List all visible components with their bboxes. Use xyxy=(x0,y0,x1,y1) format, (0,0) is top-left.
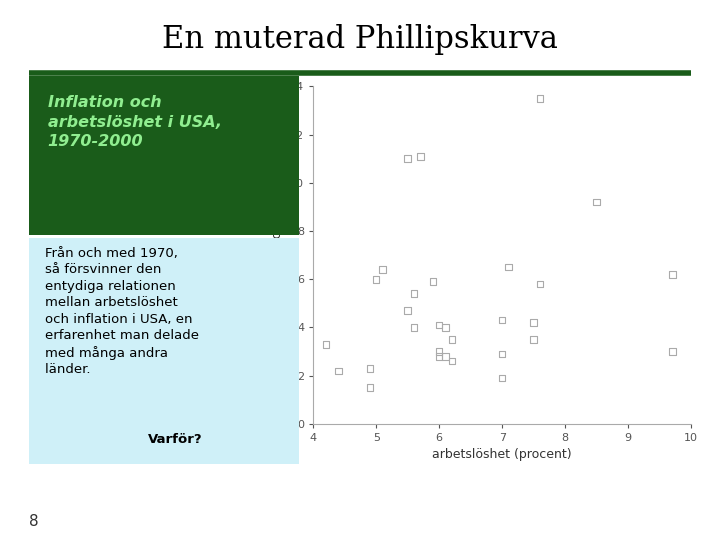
Point xyxy=(534,94,546,103)
Point xyxy=(402,306,413,315)
Point xyxy=(427,278,438,286)
Point xyxy=(496,374,508,382)
Text: Inflation och
arbetslöshet i USA,
1970-2000: Inflation och arbetslöshet i USA, 1970-2… xyxy=(48,94,222,150)
Point xyxy=(496,350,508,359)
Point xyxy=(446,357,458,366)
Point xyxy=(667,270,678,279)
Point xyxy=(333,367,344,375)
Point xyxy=(440,323,451,332)
Point xyxy=(433,321,445,329)
Text: Från och med 1970,
så försvinner den
entydiga relationen
mellan arbetslöshet
och: Från och med 1970, så försvinner den ent… xyxy=(45,247,199,376)
Point xyxy=(667,347,678,356)
Point xyxy=(377,265,388,274)
Point xyxy=(528,319,539,327)
Point xyxy=(446,335,458,344)
Point xyxy=(528,335,539,344)
Point xyxy=(433,347,445,356)
Point xyxy=(370,275,382,284)
Point xyxy=(402,154,413,163)
Point xyxy=(496,316,508,325)
Point xyxy=(408,323,420,332)
Point xyxy=(440,352,451,361)
Text: 8: 8 xyxy=(29,515,38,530)
Point xyxy=(320,340,331,349)
Text: En muterad Phillipskurva: En muterad Phillipskurva xyxy=(162,24,558,55)
Point xyxy=(364,364,376,373)
Point xyxy=(415,152,426,160)
Point xyxy=(364,383,376,392)
Point xyxy=(408,289,420,298)
X-axis label: arbetslöshet (procent): arbetslöshet (procent) xyxy=(433,449,572,462)
Point xyxy=(534,280,546,288)
Y-axis label: inflation (procent): inflation (procent) xyxy=(271,199,284,312)
Point xyxy=(591,198,603,206)
Text: Varför?: Varför? xyxy=(148,433,202,446)
Point xyxy=(433,352,445,361)
Point xyxy=(503,263,514,272)
